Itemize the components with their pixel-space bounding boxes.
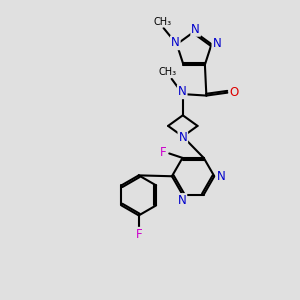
Text: N: N [191,23,200,36]
Text: N: N [178,85,187,98]
Text: O: O [230,86,239,99]
Text: N: N [178,130,187,144]
Text: N: N [171,36,180,49]
Text: N: N [212,37,221,50]
Text: CH₃: CH₃ [154,16,172,27]
Text: F: F [160,146,166,158]
Text: N: N [216,170,225,183]
Text: N: N [178,194,186,207]
Text: CH₃: CH₃ [158,67,176,77]
Text: F: F [136,228,142,241]
